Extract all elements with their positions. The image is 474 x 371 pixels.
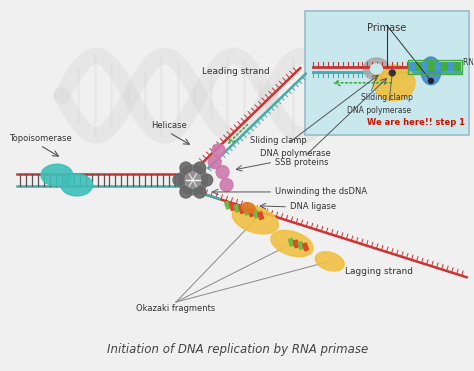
Ellipse shape [315, 252, 344, 271]
Text: Initiation of DNA replication by RNA primase: Initiation of DNA replication by RNA pri… [107, 343, 368, 356]
Bar [302, 243, 309, 251]
Bar [248, 209, 254, 217]
Circle shape [180, 162, 192, 174]
Text: DNA ligase: DNA ligase [290, 202, 336, 211]
Ellipse shape [178, 165, 208, 195]
Text: Okazaki fragments: Okazaki fragments [137, 304, 216, 313]
Ellipse shape [61, 174, 92, 196]
Text: RNA primer: RNA primer [463, 59, 474, 68]
Circle shape [212, 144, 225, 157]
Text: Lagging strand: Lagging strand [346, 267, 413, 276]
Bar [225, 201, 230, 209]
Text: Helicase: Helicase [151, 121, 187, 131]
Ellipse shape [271, 230, 313, 257]
Bar [441, 62, 447, 70]
Bar [293, 240, 299, 248]
Text: SSB proteins: SSB proteins [275, 158, 328, 167]
Ellipse shape [41, 164, 73, 186]
Bar [454, 62, 460, 70]
Ellipse shape [185, 172, 201, 188]
Circle shape [208, 156, 221, 169]
Bar [229, 203, 235, 211]
Bar [416, 62, 421, 70]
Bar [253, 210, 259, 218]
Bar [244, 207, 249, 215]
Ellipse shape [364, 58, 389, 80]
Text: We are here!! step 1: We are here!! step 1 [367, 118, 465, 128]
Circle shape [194, 186, 206, 198]
Text: Topoisomerase: Topoisomerase [9, 134, 72, 143]
Circle shape [428, 78, 433, 83]
Text: Sliding clamp: Sliding clamp [250, 136, 307, 145]
Circle shape [201, 174, 213, 186]
Ellipse shape [232, 206, 278, 234]
Bar [448, 62, 454, 70]
Bar [422, 62, 428, 70]
Text: Leading strand: Leading strand [201, 67, 269, 76]
Circle shape [173, 174, 185, 186]
Text: Unwinding the dsDNA: Unwinding the dsDNA [275, 187, 367, 197]
Bar [288, 239, 294, 246]
Circle shape [194, 162, 206, 174]
Text: Sliding clamp: Sliding clamp [362, 93, 413, 102]
Bar [408, 60, 462, 74]
Circle shape [220, 178, 233, 191]
Bar [409, 62, 415, 70]
Text: Primase: Primase [367, 23, 406, 33]
Circle shape [389, 70, 395, 76]
Bar [234, 204, 240, 212]
Circle shape [180, 186, 192, 198]
Bar [258, 212, 264, 220]
FancyBboxPatch shape [305, 12, 469, 135]
Ellipse shape [370, 64, 383, 74]
Text: DNA polymerase: DNA polymerase [260, 149, 330, 158]
Text: DNA polymerase: DNA polymerase [347, 106, 411, 115]
Ellipse shape [421, 57, 441, 85]
Circle shape [216, 166, 229, 178]
Ellipse shape [242, 203, 255, 213]
Bar [239, 206, 245, 214]
Bar [435, 62, 441, 70]
Bar [298, 242, 304, 249]
Bar [428, 62, 434, 70]
Ellipse shape [374, 65, 415, 101]
